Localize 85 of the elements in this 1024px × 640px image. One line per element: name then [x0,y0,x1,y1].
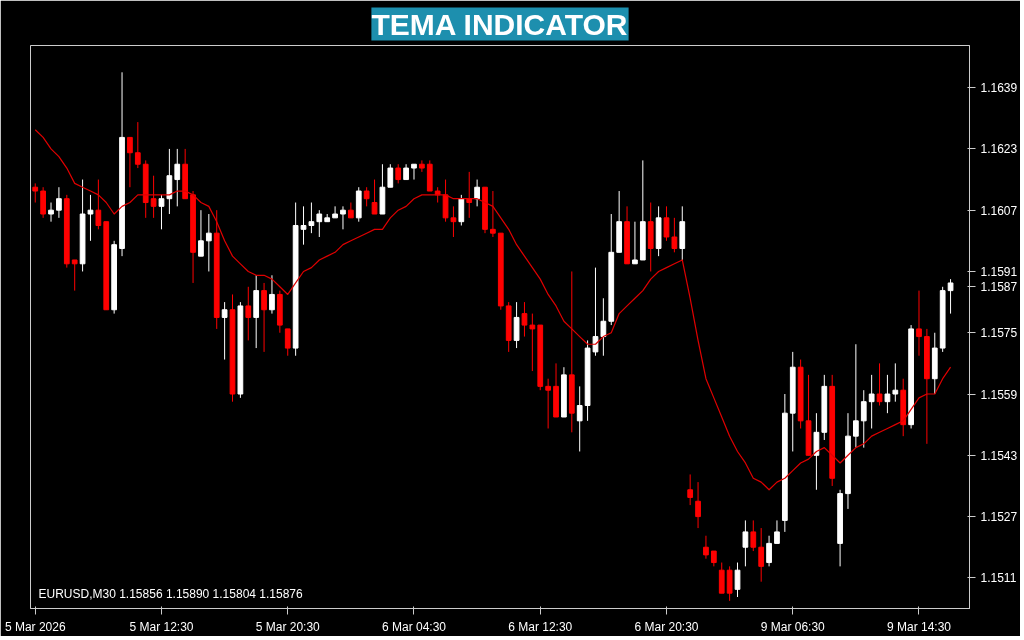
candlestick [56,186,62,219]
x-tick-label: 5 Mar 2026 [4,619,66,634]
x-tick-label: 9 Mar 14:30 [886,619,952,634]
candlestick [166,148,173,215]
candlestick [774,519,780,544]
candlestick [371,179,378,215]
candlestick [916,290,922,357]
candlestick [450,205,457,238]
annotation: EURUSD,M30 1.15856 1.15890 1.15804 1.15876 [38,586,304,601]
candlestick [766,535,772,567]
candlestick [529,313,536,372]
y-tick-label: 1.1511 [980,571,1017,586]
candlestick [95,179,102,230]
candlestick [245,286,252,341]
candlestick [340,205,346,230]
candlestick [205,213,212,272]
candlestick [198,209,204,257]
y-tick-label: 1.1591 [980,264,1018,279]
candlestick [387,163,394,188]
y-tick-label: 1.1527 [980,510,1018,525]
candlestick [474,179,480,207]
x-tick-label: 6 Mar 20:30 [634,619,699,634]
candlestick [576,385,583,452]
y-tick-label: 1.1639 [980,81,1018,96]
candlestick [134,121,141,169]
line-series [34,129,952,491]
y-tick-label: 1.1575 [980,326,1018,341]
candlestick [868,374,875,429]
candlestick [221,301,228,361]
candlestick [40,186,46,219]
y-tick-label: 1.1607 [980,203,1018,218]
candlestick [411,163,417,181]
candlestick [48,202,54,223]
chart-title: TEMA INDICATOR [371,7,628,41]
candlestick [269,274,275,315]
candlestick [458,194,465,227]
x-tick-label: 5 Mar 20:30 [255,619,321,634]
candlestick [316,209,323,238]
candlestick [703,535,709,560]
candlestick [718,562,725,594]
candlestick [348,202,354,219]
candlestick [150,175,157,219]
candlestick [632,221,638,265]
candlestick [734,562,741,598]
candlestick [884,374,891,414]
candlestick [513,301,520,349]
candlestick [32,182,39,204]
candlestick [687,473,694,506]
y-tick-label: 1.1587 [980,280,1018,295]
candlestick [947,278,954,315]
candlestick [395,163,402,184]
candlestick [284,328,291,357]
candlestick [742,519,749,567]
x-tick-label: 5 Mar 12:30 [129,619,194,634]
candlestick [71,259,78,292]
candlestick [892,362,899,403]
candlestick [663,205,670,242]
candlestick [174,148,181,207]
candlestick [87,194,94,242]
candlestick [363,186,370,207]
candlestick [127,136,133,188]
candlestick [419,159,425,173]
candlestick [545,378,551,429]
x-tick-label: 6 Mar 12:30 [508,619,573,634]
y-tick-label: 1.1623 [980,142,1018,157]
candlestick [758,527,765,583]
candlestick [860,389,867,449]
y-tick-label: 1.1543 [980,448,1018,463]
candlestick [600,297,607,357]
candlestick [490,190,496,238]
candlestick [261,282,267,353]
candlestick [695,481,701,529]
x-tick-label: 9 Mar 06:30 [760,619,826,634]
x-tick-label: 6 Mar 04:30 [381,619,447,634]
candlestick [671,217,678,253]
candlestick [332,205,338,219]
candlestick [726,565,733,602]
candlestick [442,179,449,223]
candlestick [521,301,528,338]
y-tick-label: 1.1559 [980,387,1018,402]
candlestick [158,194,165,230]
candlestick [813,412,820,491]
candlestick [853,343,859,449]
candlestick [750,519,757,552]
candlestick [876,362,883,407]
